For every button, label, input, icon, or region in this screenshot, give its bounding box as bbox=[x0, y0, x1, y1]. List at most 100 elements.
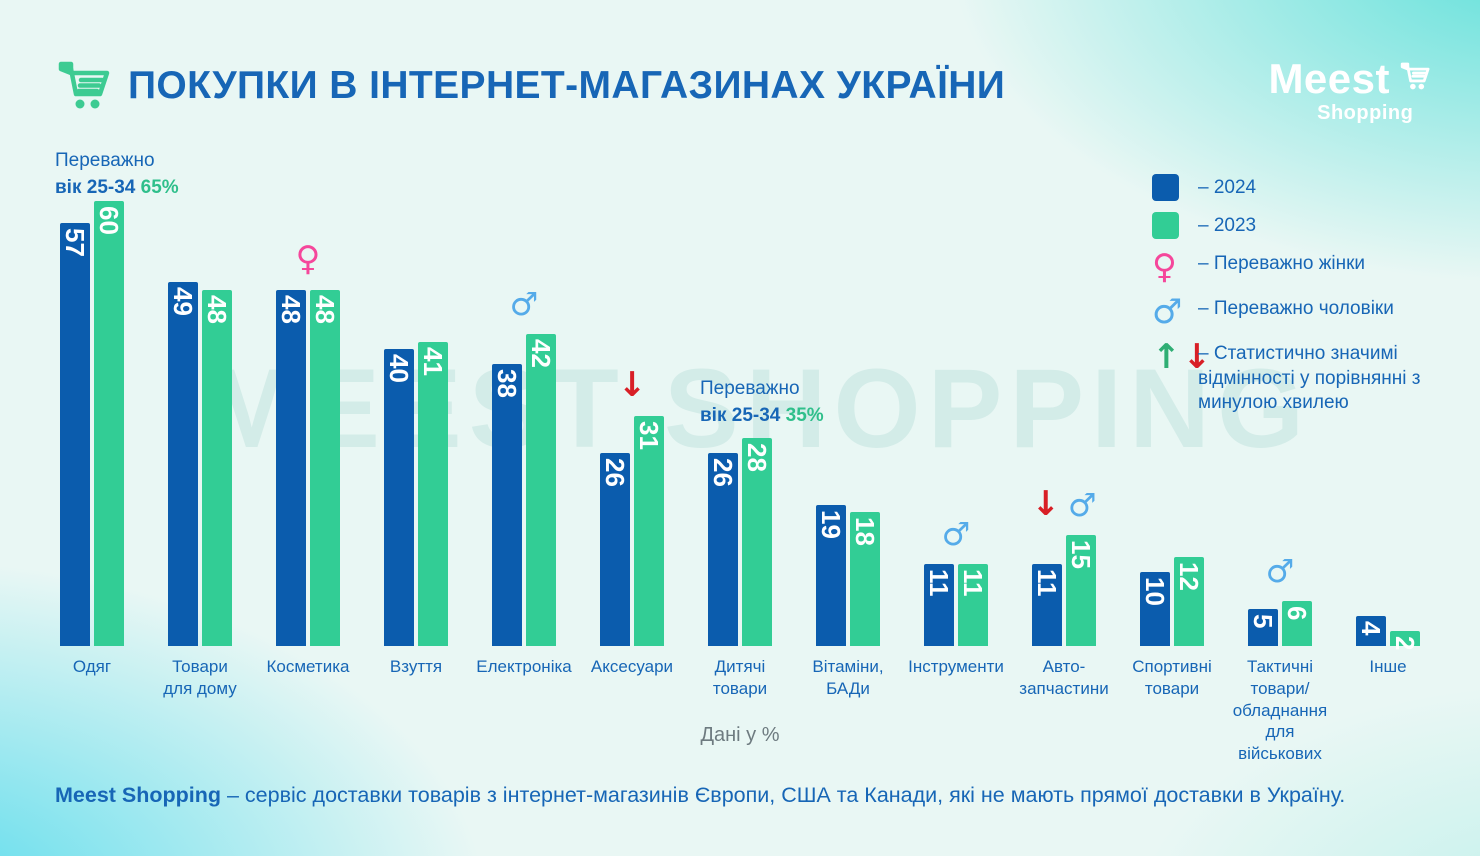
bar-2024: 11 bbox=[1032, 564, 1062, 646]
legend-label: – 2023 bbox=[1198, 215, 1257, 236]
bar-value: 31 bbox=[634, 420, 664, 450]
category-label: Інструменти bbox=[908, 657, 1004, 676]
bar-value: 4 bbox=[1356, 621, 1386, 636]
bar-group: ♂ 11 11 bbox=[902, 518, 1010, 646]
bar-value: 48 bbox=[310, 294, 340, 324]
bar-2023: 60 bbox=[94, 200, 124, 646]
annotation-percent: 35% bbox=[785, 404, 824, 426]
bar-group: 10 12 bbox=[1118, 556, 1226, 646]
marker-row: ♂ bbox=[902, 518, 1010, 550]
marker-row: ↓ ♂ bbox=[1010, 487, 1118, 521]
age-annotation-clothing: Переважно вік 25-34 65% bbox=[55, 148, 179, 201]
bar-2023: 2 bbox=[1390, 631, 1420, 651]
bar-2023: 48 bbox=[202, 289, 232, 646]
bar-2024: 5 bbox=[1248, 608, 1278, 646]
male-icon: ♂ bbox=[1067, 485, 1097, 524]
annotation-age: вік 25-34 bbox=[55, 176, 136, 198]
category-label: Одяг bbox=[72, 657, 112, 676]
bar-2023: 48 bbox=[310, 289, 340, 646]
bar-value: 42 bbox=[526, 339, 556, 369]
down-arrow-icon: ↓ bbox=[617, 364, 647, 405]
bar-value: 11 bbox=[924, 569, 954, 597]
bar-2023: 31 bbox=[634, 415, 664, 646]
up-arrow-icon: ↑ bbox=[1152, 337, 1181, 377]
category-label: Тактичні товари/ обладнання для військов… bbox=[1232, 657, 1328, 763]
legend-label: – Переважно жінки bbox=[1198, 253, 1366, 274]
marker-row: ↓ bbox=[578, 368, 686, 402]
bar-group: 40 41 bbox=[362, 341, 470, 646]
category-label: Авто- запчастини bbox=[1019, 657, 1109, 698]
cart-icon bbox=[50, 56, 114, 123]
female-icon: ♀ bbox=[295, 238, 321, 279]
bar-2023: 41 bbox=[418, 341, 448, 646]
female-icon: ♀ bbox=[1152, 247, 1177, 287]
bar-group: ↓ ♂ 11 15 bbox=[1010, 487, 1118, 646]
footer-text: – сервіс доставки товарів з інтернет-маг… bbox=[221, 783, 1346, 807]
category-label: Косметика bbox=[266, 657, 350, 676]
footer-brand: Meest Shopping bbox=[55, 783, 222, 807]
legend-item-women: ♀ – Переважно жінки bbox=[1152, 250, 1452, 284]
brand-subtitle: Shopping bbox=[1317, 102, 1414, 124]
bar-value: 57 bbox=[60, 228, 90, 257]
page-title: ПОКУПКИ В ІНТЕРНЕТ-МАГАЗИНАХ УКРАЇНИ bbox=[128, 64, 1006, 107]
bar-2024: 49 bbox=[168, 282, 198, 646]
bar-2024: 38 bbox=[492, 364, 522, 646]
legend-label: – Статистично значимі відмінності у порі… bbox=[1198, 343, 1421, 414]
male-icon: ♂ bbox=[1152, 292, 1183, 332]
bar-2024: 4 bbox=[1356, 616, 1386, 646]
bar-value: 41 bbox=[418, 346, 448, 376]
brand-name: Meest bbox=[1268, 55, 1390, 102]
male-icon: ♂ bbox=[941, 515, 971, 554]
bar-2023: 42 bbox=[526, 334, 556, 646]
legend-item-significance: ↑ ↓ – Статистично значимі відмінності у п… bbox=[1152, 340, 1452, 416]
category-label: Дитячі товари bbox=[712, 657, 768, 698]
bar-2024: 11 bbox=[924, 564, 954, 646]
legend: – 2024 – 2023 ♀ – Переважно жінки ♂ – Пе… bbox=[1152, 174, 1452, 427]
bar-value: 38 bbox=[492, 369, 522, 398]
bar-2023: 28 bbox=[742, 438, 772, 646]
down-arrow-icon: ↓ bbox=[1182, 337, 1212, 377]
annotation-line: Переважно bbox=[700, 378, 800, 399]
bar-value: 48 bbox=[202, 294, 232, 324]
bar-2024: 19 bbox=[816, 505, 846, 646]
category-label: Спортивні товари bbox=[1132, 657, 1212, 698]
bar-value: 2 bbox=[1390, 636, 1420, 651]
bar-value: 6 bbox=[1282, 606, 1312, 621]
bar-value: 48 bbox=[276, 294, 306, 324]
bar-value: 10 bbox=[1140, 576, 1170, 606]
bar-group: ↓ 26 31 bbox=[578, 368, 686, 646]
brand-logo: Meest Shopping bbox=[1268, 58, 1432, 125]
swatch-2024-icon bbox=[1152, 174, 1179, 201]
bar-2023: 12 bbox=[1174, 556, 1204, 646]
male-icon: ♂ bbox=[1265, 552, 1295, 591]
bar-chart: 57 60 49 48 ♀ 48 48 40 41 ♂ 38 42 ↓ 26 31 26 28 19 18 ♂ 11 11… bbox=[38, 199, 1442, 651]
bar-2024: 10 bbox=[1140, 571, 1170, 646]
bar-value: 19 bbox=[816, 510, 846, 539]
male-icon: ♂ bbox=[509, 285, 539, 324]
bar-2024: 26 bbox=[600, 453, 630, 646]
category-label: Електроніка bbox=[476, 657, 572, 676]
category-labels: Одяг Товари для дому Косметика Взуття Електр… bbox=[38, 656, 1442, 765]
bar-value: 5 bbox=[1248, 613, 1278, 629]
annotation-line: Переважно bbox=[55, 150, 155, 171]
bar-group: 19 18 bbox=[794, 505, 902, 646]
annotation-age: вік 25-34 bbox=[700, 404, 781, 426]
brand-cart-icon bbox=[1396, 59, 1432, 100]
legend-item-2023: – 2023 bbox=[1152, 212, 1452, 239]
legend-item-men: ♂ – Переважно чоловіки bbox=[1152, 295, 1452, 329]
bar-2024: 48 bbox=[276, 289, 306, 646]
swatch-2023-icon bbox=[1152, 212, 1179, 239]
bar-value: 15 bbox=[1066, 539, 1096, 569]
legend-label: – Переважно чоловіки bbox=[1198, 298, 1394, 319]
bar-group: 49 48 bbox=[146, 282, 254, 646]
bar-2023: 6 bbox=[1282, 601, 1312, 646]
category-label: Вітаміни, БАДи bbox=[812, 657, 884, 698]
age-annotation-kids: Переважно вік 25-34 35% bbox=[700, 376, 824, 429]
bar-group: ♂ 5 6 bbox=[1226, 555, 1334, 646]
category-label: Інше bbox=[1369, 657, 1407, 676]
bar-value: 40 bbox=[384, 354, 414, 384]
bar-2024: 57 bbox=[60, 223, 90, 646]
bar-value: 18 bbox=[850, 517, 880, 547]
marker-row: ♂ bbox=[470, 288, 578, 320]
